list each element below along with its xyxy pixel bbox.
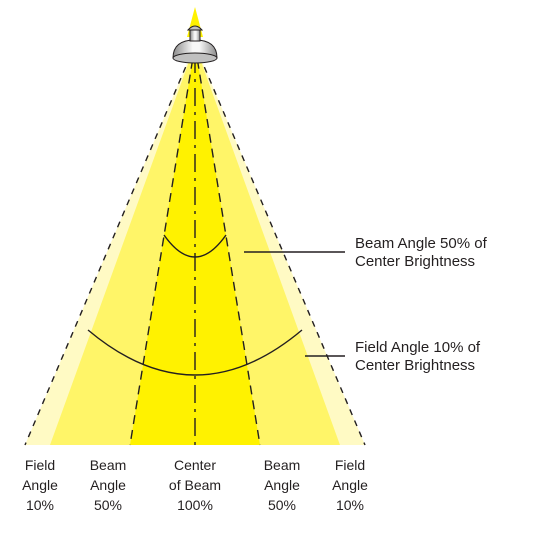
bottom-label-2-1: of Beam	[169, 477, 221, 493]
field-text-1: Field Angle 10% of	[355, 339, 481, 356]
beam-text-2: Center Brightness	[355, 253, 475, 270]
bottom-label-1-2: 50%	[94, 497, 122, 513]
bottom-label-1-1: Angle	[90, 477, 126, 493]
bottom-label-0-2: 10%	[26, 497, 54, 513]
bottom-label-4-2: 10%	[336, 497, 364, 513]
bottom-label-4-0: Field	[335, 457, 365, 473]
beam-text-1: Beam Angle 50% of	[355, 235, 488, 252]
field-text-2: Center Brightness	[355, 357, 475, 374]
bottom-label-1-0: Beam	[90, 457, 127, 473]
bottom-label-3-1: Angle	[264, 477, 300, 493]
bottom-label-3-0: Beam	[264, 457, 301, 473]
bottom-label-4-1: Angle	[332, 477, 368, 493]
bottom-label-3-2: 50%	[268, 497, 296, 513]
bottom-label-0-1: Angle	[22, 477, 58, 493]
bottom-label-2-2: 100%	[177, 497, 213, 513]
bottom-label-0-0: Field	[25, 457, 55, 473]
bottom-label-2-0: Center	[174, 457, 216, 473]
lamp-icon	[173, 26, 217, 63]
